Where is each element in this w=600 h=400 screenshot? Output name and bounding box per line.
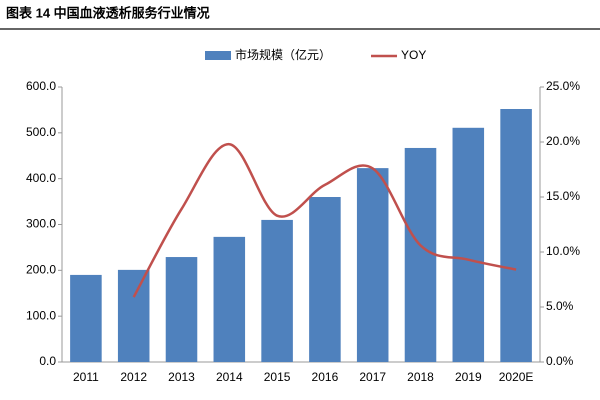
- line: [132, 142, 517, 298]
- y-tick-label: 200.0: [26, 263, 56, 277]
- y-tick-label: 400.0: [26, 171, 56, 185]
- x-tick-label: 2016: [312, 370, 339, 384]
- bar: [213, 236, 246, 362]
- bar: [70, 274, 102, 362]
- x-tick-label: 2012: [120, 370, 147, 384]
- x-tick-label: 2014: [216, 370, 243, 384]
- chart-title: 图表 14 中国血液透析服务行业情况: [6, 5, 210, 20]
- bar: [261, 219, 293, 362]
- x-tick-label: 2013: [168, 370, 195, 384]
- x-tick-label: 2015: [264, 370, 291, 384]
- y-tick-label: 500.0: [26, 125, 56, 139]
- y-tick-label: 0.0: [39, 354, 56, 368]
- x-tick-label: 2018: [407, 370, 434, 384]
- x-tick-label: 2011: [73, 370, 99, 384]
- x-tick-label: 2019: [455, 370, 482, 384]
- x-tick-label: 2017: [359, 370, 386, 384]
- y2-tick-label: 25.0%: [546, 79, 580, 93]
- legend-label: YOY: [401, 48, 426, 62]
- bar: [165, 257, 198, 362]
- bar: [452, 127, 485, 363]
- bar: [500, 109, 532, 362]
- y-tick-label: 600.0: [26, 79, 56, 93]
- y2-tick-label: 15.0%: [546, 189, 580, 203]
- bar: [309, 197, 341, 362]
- y2-tick-label: 20.0%: [546, 134, 580, 148]
- bar: [356, 168, 389, 362]
- y2-tick-label: 10.0%: [546, 244, 580, 258]
- y2-tick-label: 5.0%: [546, 299, 574, 313]
- legend-label: 市场规模（亿元）: [235, 47, 331, 62]
- y-tick-label: 100.0: [26, 308, 56, 322]
- y2-tick-label: 0.0%: [546, 354, 574, 368]
- bar: [117, 269, 150, 362]
- bar: [404, 147, 437, 362]
- y-tick-label: 300.0: [26, 217, 56, 231]
- legend-swatch: [205, 51, 231, 60]
- x-tick-label: 2020E: [499, 370, 534, 384]
